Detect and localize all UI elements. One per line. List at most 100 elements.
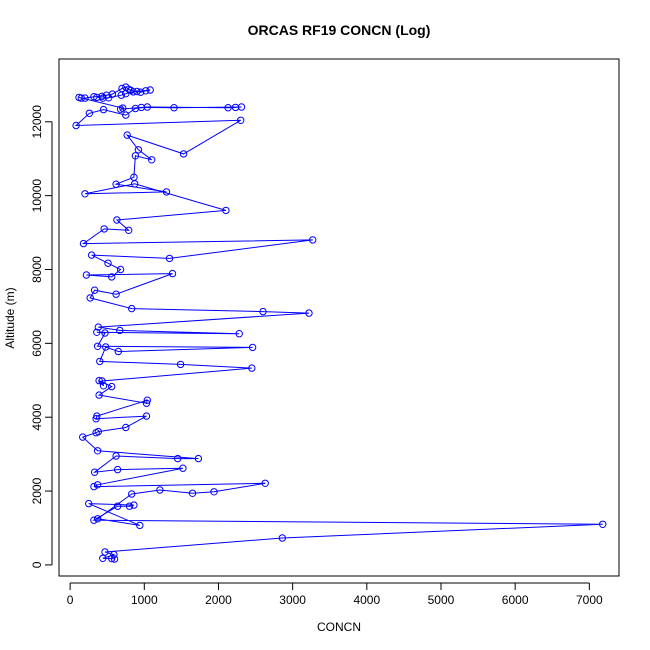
series-line-group — [74, 86, 603, 560]
data-point — [108, 273, 116, 281]
data-point — [93, 328, 101, 336]
data-point — [94, 427, 103, 436]
data-point — [112, 452, 120, 460]
data-point — [90, 468, 99, 476]
data-point — [113, 465, 122, 474]
data-point — [128, 490, 136, 498]
data-point — [134, 146, 143, 154]
x-axis: 0 1000 2000 3000 4000 5000 6000 7000 — [67, 582, 603, 607]
data-point — [142, 412, 151, 420]
data-point — [90, 482, 98, 491]
data-point — [99, 382, 108, 390]
data-point — [148, 156, 156, 164]
x-tick-label: 4000 — [353, 593, 380, 607]
data-point — [116, 265, 125, 274]
data-point — [599, 520, 607, 528]
data-point — [98, 377, 106, 385]
data-point — [194, 454, 203, 463]
data-point — [99, 105, 108, 114]
y-axis-label: Altitude (m) — [3, 287, 17, 348]
data-point — [133, 87, 141, 96]
data-point — [94, 323, 103, 331]
data-point — [259, 307, 267, 316]
data-point — [93, 515, 102, 523]
x-tick-label: 1000 — [131, 593, 158, 607]
x-tick-label: 7000 — [576, 593, 603, 607]
data-point — [146, 86, 154, 94]
data-point — [125, 226, 133, 235]
chart-title: ORCAS RF19 CONCN (Log) — [248, 22, 431, 38]
data-point — [261, 479, 269, 487]
y-axis: 0 2000 4000 6000 8000 10000 12000 — [30, 105, 53, 568]
data-point — [93, 412, 101, 420]
x-tick-label: 0 — [67, 593, 74, 607]
data-point — [162, 188, 171, 196]
x-tick-label: 5000 — [428, 593, 455, 607]
data-point — [210, 488, 218, 496]
data-point — [104, 259, 112, 267]
data-point — [108, 554, 116, 563]
data-point — [95, 376, 103, 385]
data-point — [79, 433, 87, 441]
data-point — [117, 91, 126, 99]
data-point — [188, 489, 197, 497]
data-point — [93, 93, 101, 102]
data-point — [114, 347, 123, 356]
x-tick-label: 6000 — [502, 593, 529, 607]
data-point — [237, 116, 245, 125]
data-point — [86, 294, 94, 302]
data-point — [122, 111, 130, 119]
data-point — [90, 516, 98, 524]
data-point — [93, 481, 102, 489]
plot-frame — [58, 58, 620, 577]
data-point — [309, 236, 317, 244]
data-point — [170, 104, 178, 112]
data-point — [113, 216, 121, 224]
data-point — [82, 271, 91, 279]
data-point — [122, 90, 130, 98]
data-point — [93, 342, 102, 350]
data-point — [222, 206, 230, 215]
data-point — [248, 364, 256, 372]
data-point — [176, 360, 185, 369]
data-point — [95, 391, 103, 399]
y-tick-label: 12000 — [30, 105, 44, 139]
data-point — [143, 396, 152, 404]
data-point — [85, 499, 93, 508]
data-point — [108, 382, 116, 391]
data-point — [128, 304, 136, 313]
data-point — [100, 225, 108, 233]
data-point — [142, 399, 151, 407]
y-tick-label: 8000 — [30, 256, 44, 283]
data-point — [85, 109, 94, 118]
data-point — [174, 454, 182, 463]
data-point — [123, 131, 131, 139]
y-tick-label: 4000 — [30, 404, 44, 431]
data-point — [122, 423, 130, 432]
x-tick-label: 2000 — [205, 593, 232, 607]
data-point — [248, 343, 257, 352]
data-point — [165, 254, 174, 263]
data-point — [179, 150, 188, 158]
data-point — [102, 343, 110, 351]
data-point — [110, 555, 119, 563]
data-point — [112, 290, 120, 298]
data-point — [130, 501, 138, 509]
y-tick-label: 0 — [30, 561, 44, 568]
data-point — [81, 94, 89, 102]
data-point — [90, 93, 98, 101]
data-point — [101, 329, 109, 337]
data-point — [235, 330, 243, 338]
data-point — [131, 152, 140, 160]
data-point — [278, 534, 286, 542]
y-tick-label: 6000 — [30, 330, 44, 357]
data-point — [129, 88, 137, 96]
data-point — [156, 486, 164, 494]
data-point — [79, 239, 88, 248]
data-point — [168, 269, 177, 278]
data-point — [130, 173, 138, 181]
y-tick-label: 10000 — [30, 179, 44, 213]
data-point — [81, 190, 89, 198]
data-point — [116, 326, 124, 335]
